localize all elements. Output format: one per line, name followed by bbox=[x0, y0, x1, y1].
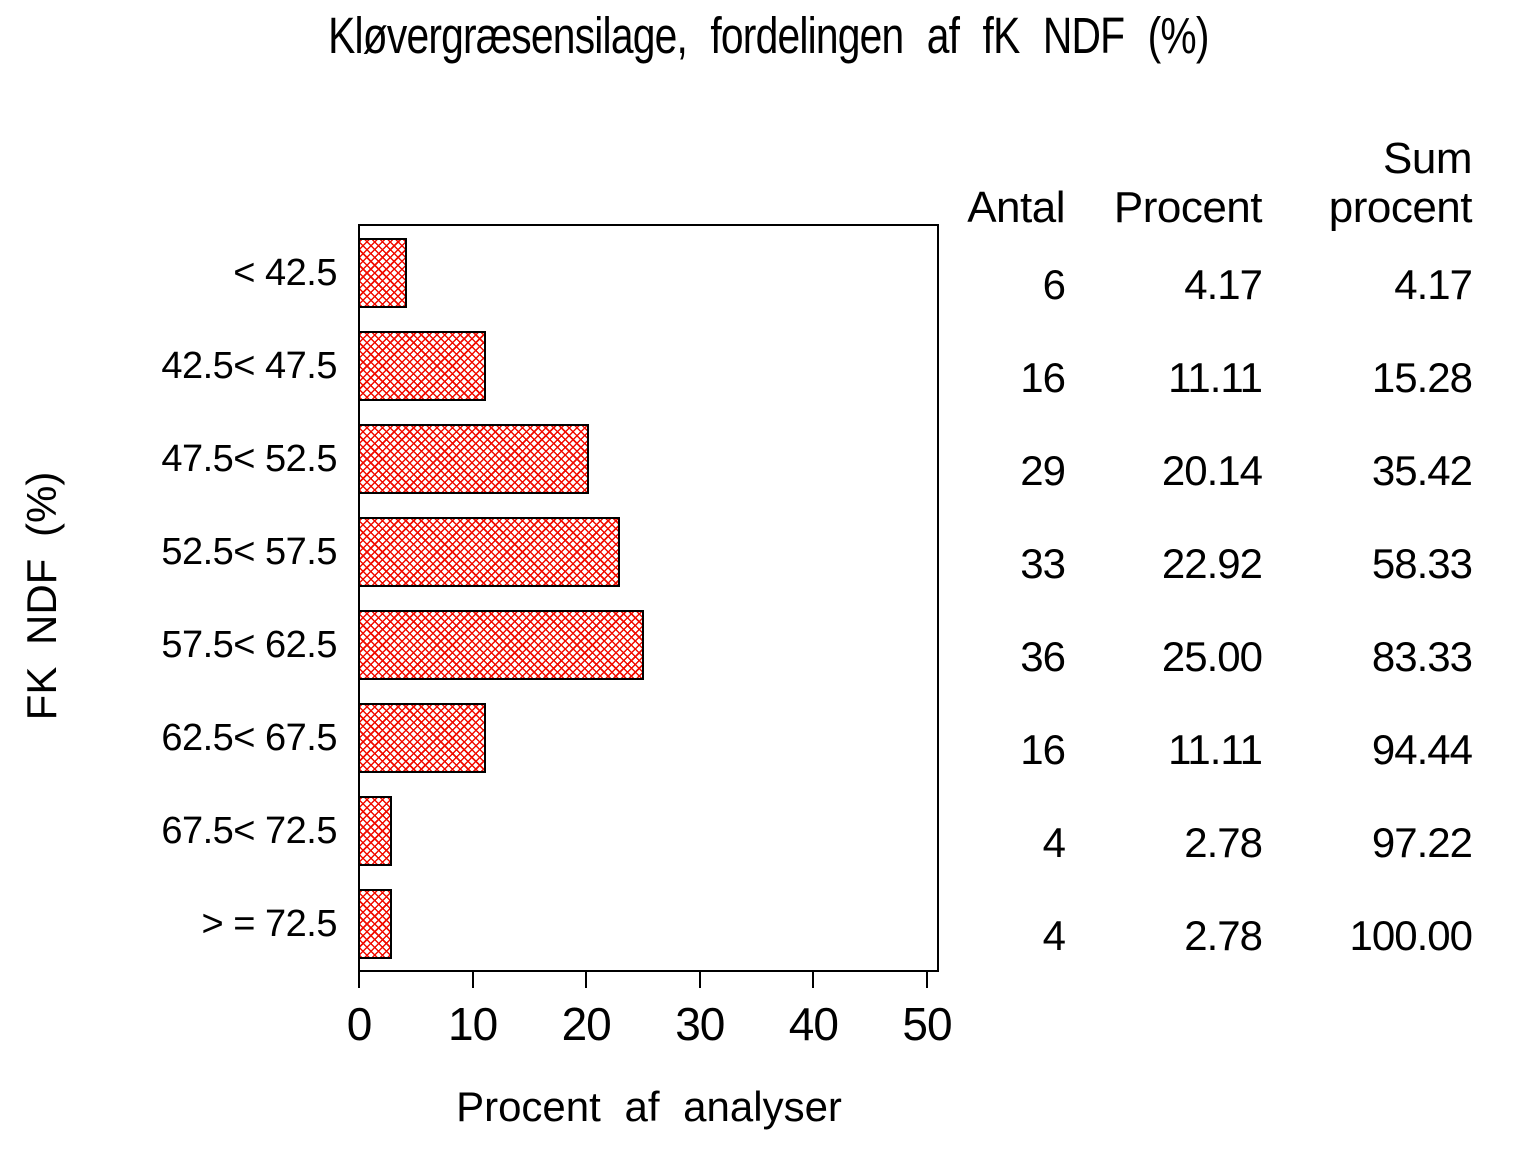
category-label: 47.5< 52.5 bbox=[161, 437, 337, 480]
bar bbox=[360, 609, 644, 680]
x-axis-tick-label: 20 bbox=[561, 998, 612, 1050]
table-cell-antal: 33 bbox=[1020, 539, 1066, 587]
table-cell-antal: 6 bbox=[1042, 260, 1066, 308]
x-axis-tick bbox=[926, 972, 928, 988]
table-cell-sum-procent: 97.22 bbox=[1371, 818, 1473, 866]
table-cell-sum-procent: 100.00 bbox=[1349, 911, 1473, 959]
bar bbox=[360, 795, 392, 866]
table-header-sum-line2: procent bbox=[1328, 183, 1473, 232]
bar bbox=[360, 330, 487, 401]
table-cell-procent: 20.14 bbox=[1161, 446, 1263, 494]
table-header-sum-line1: Sum bbox=[1383, 134, 1472, 183]
category-label: 42.5< 47.5 bbox=[161, 344, 337, 387]
x-axis-tick bbox=[358, 972, 360, 988]
table-cell-sum-procent: 94.44 bbox=[1371, 725, 1473, 773]
category-label: 52.5< 57.5 bbox=[161, 530, 337, 573]
bar bbox=[360, 888, 392, 959]
category-label: 67.5< 72.5 bbox=[161, 809, 337, 852]
x-axis-tick-label: 10 bbox=[448, 998, 498, 1050]
y-axis-title-text: FK NDF (%) bbox=[18, 471, 65, 721]
table-cell-sum-procent: 83.33 bbox=[1371, 632, 1473, 680]
table-header-sum-procent: Sum procent bbox=[1328, 134, 1473, 232]
plot-frame bbox=[358, 224, 939, 972]
x-axis-tick bbox=[471, 972, 474, 988]
table-cell-sum-procent: 58.33 bbox=[1371, 539, 1473, 587]
category-label: < 42.5 bbox=[233, 251, 337, 294]
x-axis-tick bbox=[812, 972, 815, 988]
bar bbox=[360, 702, 487, 773]
x-axis-tick-label: 40 bbox=[788, 998, 839, 1050]
table-cell-antal: 4 bbox=[1042, 818, 1066, 866]
bar bbox=[360, 237, 408, 308]
table-header-procent: Procent bbox=[1113, 183, 1263, 232]
table-cell-procent: 11.11 bbox=[1168, 353, 1263, 401]
table-cell-antal: 36 bbox=[1020, 632, 1066, 680]
category-label: 57.5< 62.5 bbox=[161, 623, 337, 666]
table-cell-antal: 16 bbox=[1020, 353, 1066, 401]
table-cell-antal: 29 bbox=[1020, 446, 1066, 494]
x-axis-tick-label: 0 bbox=[346, 998, 373, 1050]
category-label: > = 72.5 bbox=[201, 902, 338, 945]
x-axis-tick-label: 30 bbox=[675, 998, 725, 1050]
table-cell-sum-procent: 15.28 bbox=[1371, 353, 1473, 401]
table-cell-antal: 4 bbox=[1042, 911, 1066, 959]
chart-title-text: Kløvergræsensilage, fordelingen af fK ND… bbox=[327, 7, 1209, 64]
x-axis-tick-label: 50 bbox=[902, 998, 952, 1050]
x-axis-title: Procent af analyser bbox=[456, 1083, 842, 1130]
x-axis-tick bbox=[698, 972, 701, 988]
category-label: 62.5< 67.5 bbox=[161, 716, 337, 759]
chart-title: Kløvergræsensilage, fordelingen af fK ND… bbox=[0, 7, 1536, 64]
bar bbox=[360, 516, 621, 587]
table-header-antal: Antal bbox=[967, 183, 1065, 232]
x-axis-tick bbox=[585, 972, 588, 988]
table-cell-procent: 22.92 bbox=[1161, 539, 1263, 587]
table-cell-procent: 25.00 bbox=[1161, 632, 1263, 680]
table-cell-sum-procent: 4.17 bbox=[1394, 260, 1473, 308]
table-cell-procent: 2.78 bbox=[1184, 911, 1263, 959]
table-cell-procent: 4.17 bbox=[1184, 260, 1263, 308]
table-cell-antal: 16 bbox=[1020, 725, 1066, 773]
bar bbox=[360, 423, 589, 494]
table-cell-sum-procent: 35.42 bbox=[1371, 446, 1473, 494]
table-cell-procent: 11.11 bbox=[1168, 725, 1263, 773]
table-cell-procent: 2.78 bbox=[1184, 818, 1263, 866]
